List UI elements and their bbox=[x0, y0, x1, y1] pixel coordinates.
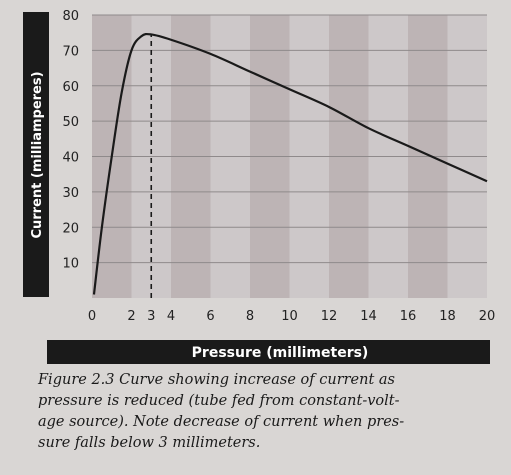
y-tick-label: 60 bbox=[62, 80, 79, 95]
y-tick-label: 20 bbox=[62, 221, 79, 236]
x-tick-label: 0 bbox=[88, 309, 96, 324]
x-tick-label: 10 bbox=[281, 309, 298, 324]
y-tick-label: 50 bbox=[62, 115, 79, 130]
y-tick-label: 10 bbox=[62, 257, 79, 272]
x-tick-label: 12 bbox=[321, 309, 338, 324]
x-axis-bar: Pressure (millimeters) bbox=[47, 340, 490, 364]
x-axis-label: Pressure (millimeters) bbox=[192, 345, 369, 361]
current-vs-pressure-chart: 10 20 30 40 50 60 70 80 0 2 3 4 6 8 10 12 14 16 18 20 Curr… bbox=[23, 9, 495, 364]
x-tick-label: 4 bbox=[167, 309, 175, 324]
caption-line-3: age source). Note decrease of current wh… bbox=[38, 414, 405, 430]
x-tick-label: 6 bbox=[206, 309, 214, 324]
y-axis-bar: Current (milliamperes) bbox=[23, 12, 49, 297]
y-axis-label: Current (milliamperes) bbox=[30, 71, 45, 238]
caption-line-2: pressure is reduced (tube fed from const… bbox=[38, 393, 400, 409]
horizontal-gridlines bbox=[92, 14, 487, 264]
caption-line-4: sure falls below 3 millimeters. bbox=[38, 435, 261, 451]
x-axis-tick-labels: 0 2 3 4 6 8 10 12 14 16 18 20 bbox=[88, 309, 495, 324]
x-tick-label: 3 bbox=[147, 309, 155, 324]
y-tick-label: 40 bbox=[62, 151, 79, 166]
x-tick-label: 8 bbox=[246, 309, 254, 324]
y-tick-label: 30 bbox=[62, 186, 79, 201]
x-tick-label: 16 bbox=[400, 309, 417, 324]
y-tick-label: 80 bbox=[62, 9, 79, 24]
figure-caption: Figure 2.3 Curve showing increase of cur… bbox=[38, 370, 500, 454]
x-tick-label: 20 bbox=[479, 309, 496, 324]
caption-line-1: Figure 2.3 Curve showing increase of cur… bbox=[38, 372, 395, 388]
x-tick-label: 14 bbox=[360, 309, 377, 324]
chart-series bbox=[92, 32, 488, 295]
x-axis-label-bar bbox=[47, 340, 490, 364]
series-line bbox=[92, 32, 488, 295]
y-tick-label: 70 bbox=[62, 44, 79, 59]
y-axis-tick-labels: 10 20 30 40 50 60 70 80 bbox=[62, 9, 79, 272]
x-tick-label: 2 bbox=[127, 309, 135, 324]
y-axis-label-bar bbox=[23, 12, 49, 297]
x-tick-label: 18 bbox=[439, 309, 456, 324]
